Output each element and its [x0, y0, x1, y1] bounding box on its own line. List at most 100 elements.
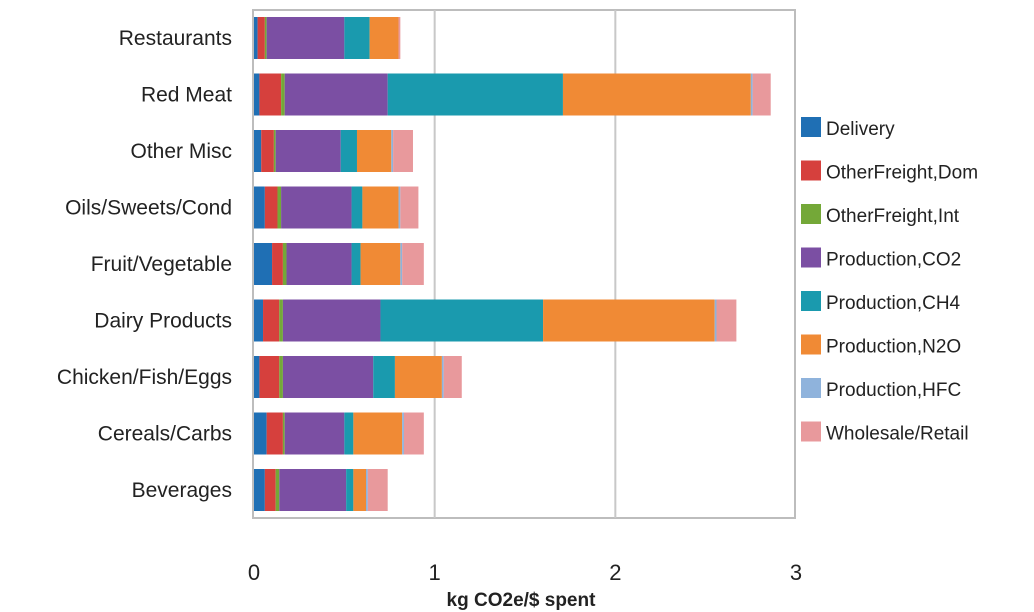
legend-swatch [801, 291, 821, 311]
bar-segment [254, 73, 260, 116]
bar-segment [279, 356, 283, 398]
bar-segment [398, 186, 401, 229]
x-tick-labels: 0 1 2 3 [248, 560, 802, 585]
legend-label: OtherFreight,Dom [826, 163, 978, 184]
legend-label: Wholesale/Retail [826, 424, 969, 445]
bar-segment [259, 73, 282, 116]
bar-segment [275, 469, 280, 511]
bar-segment [403, 412, 424, 455]
bar-segment [393, 130, 413, 172]
bar-segment [353, 469, 367, 511]
legend-label: OtherFreight,Int [826, 206, 960, 227]
bar-segment [266, 412, 283, 455]
bar-segment [259, 356, 280, 398]
category-label: Beverages [132, 479, 232, 502]
category-label: Dairy Products [94, 310, 232, 333]
bar-segment [351, 243, 361, 285]
category-label: Oils/Sweets/Cond [65, 197, 232, 220]
category-label: Other Misc [130, 140, 232, 163]
bar-segment [264, 186, 278, 229]
bar-segment [279, 299, 283, 342]
legend-label: Production,HFC [826, 380, 961, 401]
legend-label: Production,CO2 [826, 250, 961, 271]
bar-segment [400, 243, 403, 285]
bar-segment [340, 130, 357, 172]
bar-segment [356, 130, 392, 172]
bar-segment [254, 243, 273, 285]
bar-segment [380, 299, 544, 342]
bar-segment [387, 73, 563, 116]
plot-frame [252, 9, 796, 519]
bar-segment [264, 17, 267, 59]
bar-segment [257, 17, 265, 59]
bar-segment [402, 243, 424, 285]
bar-segment [400, 186, 419, 229]
bar-segment [394, 356, 442, 398]
legend-label: Production,CH4 [826, 293, 961, 314]
bar-segment [261, 130, 274, 172]
category-labels: Restaurants Red Meat Other Misc Oils/Sweets… [57, 27, 232, 502]
bar-segment [254, 356, 260, 398]
bar-segment [284, 412, 345, 455]
category-label: Chicken/Fish/Eggs [57, 366, 232, 389]
bar-segment [254, 17, 258, 59]
legend-swatch [801, 378, 821, 398]
legend-label: Delivery [826, 119, 895, 140]
bar-segment [360, 243, 401, 285]
bar-segment [344, 412, 354, 455]
x-tick-label: 0 [248, 560, 260, 585]
legend-swatch [801, 117, 821, 137]
legend-label: Production,N2O [826, 337, 961, 358]
bar-segment [562, 73, 751, 116]
bar-segment [402, 412, 404, 455]
bar-segment [282, 243, 287, 285]
bar-segment [272, 243, 283, 285]
bar-segment [281, 73, 285, 116]
bar-segment [263, 299, 280, 342]
bar-segment [281, 186, 352, 229]
bar-segment [714, 299, 717, 342]
bar-segment [254, 469, 265, 511]
legend-swatch [801, 204, 821, 224]
legend-swatch [801, 421, 821, 442]
bar-segment [366, 469, 368, 511]
bar-segment [279, 469, 347, 511]
bar-segment [346, 469, 354, 511]
bar-segment [398, 17, 401, 59]
bar-segment [362, 186, 399, 229]
bar-segment [266, 17, 345, 59]
legend-swatch [801, 334, 821, 355]
category-label: Fruit/Vegetable [91, 253, 232, 276]
bar-segment [254, 186, 265, 229]
legend: Delivery OtherFreight,Dom OtherFreight,Int… [801, 117, 978, 445]
bar-segment [391, 130, 394, 172]
category-label: Red Meat [141, 84, 232, 107]
legend-swatch [801, 247, 821, 268]
bar-segment [282, 356, 374, 398]
bar-segment [373, 356, 395, 398]
bar-segment [351, 186, 363, 229]
bar-segment [344, 17, 370, 59]
bar-segment [369, 17, 399, 59]
bar-segment [752, 73, 771, 116]
x-tick-label: 2 [609, 560, 621, 585]
bar-segment [254, 130, 262, 172]
category-label: Restaurants [119, 27, 232, 50]
category-label: Cereals/Carbs [98, 423, 232, 446]
bar-segment [543, 299, 715, 342]
bar-segment [441, 356, 444, 398]
bar-segment [273, 130, 276, 172]
bar-segment [254, 299, 264, 342]
bar-segment [443, 356, 462, 398]
plot-border [252, 9, 796, 519]
x-tick-label: 3 [790, 560, 802, 585]
bar-segment [282, 299, 381, 342]
bars [254, 17, 771, 511]
legend-swatch [801, 160, 821, 181]
bar-segment [286, 243, 352, 285]
x-axis-title: kg CO2e/$ spent [447, 590, 597, 611]
bar-segment [277, 186, 282, 229]
bar-segment [275, 130, 341, 172]
bar-segment [367, 469, 388, 511]
